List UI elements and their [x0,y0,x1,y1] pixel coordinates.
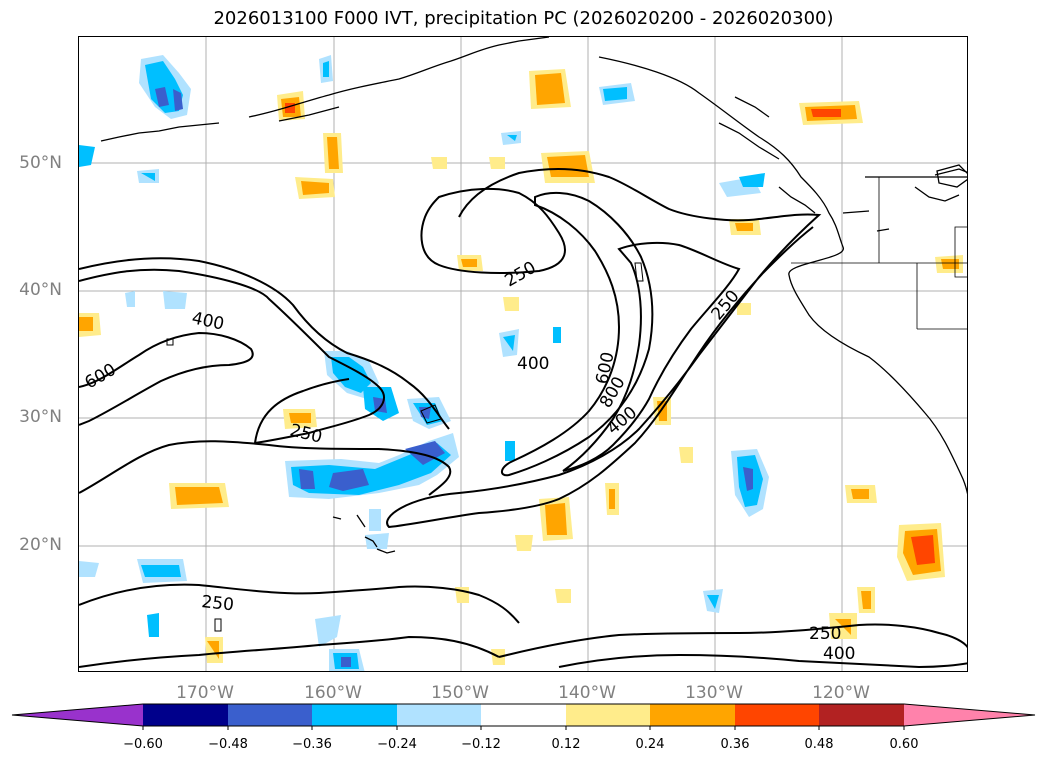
lat-label: 40°N [19,280,62,300]
contour-label: 600 [82,360,120,394]
precip-negative-shading [79,55,769,671]
colorbar-tick: 0.12 [551,737,581,752]
lon-label: 150°W [431,683,489,703]
map-canvas: 250 400 600 800 400 250 400 600 250 250 … [79,37,967,671]
lat-label: 50°N [19,153,62,173]
ivt-contours [79,167,967,669]
colorbar-tick: 0.24 [635,737,665,752]
colorbar-tick: −0.12 [461,737,501,752]
colorbar-cell [566,704,650,726]
colorbar-cell [228,704,312,726]
colorbar-tick: −0.36 [292,737,332,752]
lat-label: 20°N [19,535,62,555]
contour-label: 250 [708,286,744,324]
colorbar-tick: 0.36 [720,737,750,752]
colorbar-cell [143,704,228,726]
contour-label: 250 [288,420,324,447]
contour-label: 250 [809,624,841,644]
lon-label: 120°W [812,683,870,703]
chart-title: 2026013100 F000 IVT, precipitation PC (2… [213,8,834,29]
lon-label: 160°W [304,683,362,703]
state-borders [791,177,967,330]
map-panel: 250 400 600 800 400 250 400 600 250 250 … [78,36,968,672]
colorbar-cell [12,704,143,726]
colorbar [11,703,1036,730]
small-contours [166,262,644,632]
colorbar-cell [312,704,397,726]
colorbar-tick: −0.24 [377,737,417,752]
colorbar-cell [819,704,904,726]
colorbar-tick: 0.48 [804,737,834,752]
contour-label: 400 [190,308,226,334]
lon-label: 140°W [558,683,616,703]
colorbar-tick: −0.60 [123,737,163,752]
lon-label: 170°W [176,683,234,703]
colorbar-tick: −0.48 [208,737,248,752]
coastlines [100,37,967,554]
contour-label: 400 [517,354,549,374]
lat-label: 30°N [19,407,62,427]
colorbar-tick: 0.60 [889,737,919,752]
colorbar-cell [650,704,735,726]
colorbar-cell [481,704,566,726]
colorbar-cell [904,704,1035,726]
contour-label: 400 [823,644,855,664]
contour-label: 250 [200,592,234,615]
contour-label: 250 [502,258,540,292]
lon-label: 130°W [685,683,743,703]
colorbar-cell [397,704,481,726]
colorbar-cell [735,704,819,726]
precip-positive-shading [79,69,963,665]
